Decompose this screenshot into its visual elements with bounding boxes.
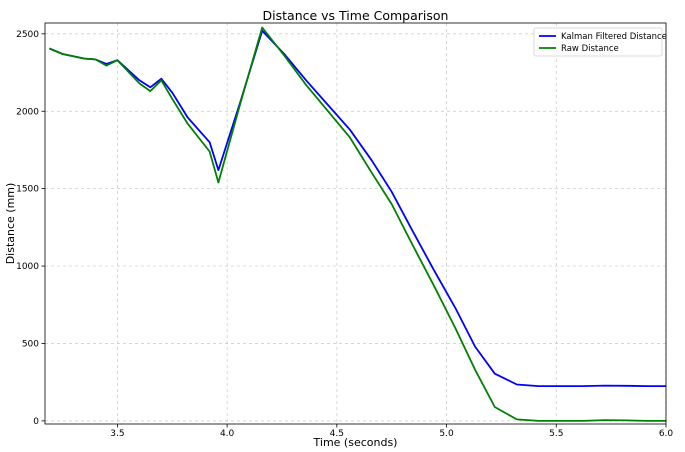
plot-frame xyxy=(44,22,667,425)
y-tick-label: 2000 xyxy=(16,107,39,117)
legend-label: Raw Distance xyxy=(561,44,619,54)
x-tick-label: 4.0 xyxy=(220,429,235,439)
chart-title: Distance vs Time Comparison xyxy=(263,8,449,23)
x-axis-title: Time (seconds) xyxy=(313,436,398,449)
x-axis-ticks: 3.5 4.0 4.5 5.0 5.5 6.0 xyxy=(110,424,673,439)
y-tick-label: 1500 xyxy=(16,185,39,195)
y-axis-ticks: 0 500 1000 1500 2000 2500 xyxy=(16,30,45,427)
series-line-raw xyxy=(49,26,666,422)
y-tick-label: 1000 xyxy=(16,262,39,272)
legend-box xyxy=(533,27,663,57)
x-tick-label: 5.5 xyxy=(549,429,563,439)
legend: Kalman Filtered Distance Raw Distance xyxy=(533,27,667,57)
series-line-kalman xyxy=(49,29,666,388)
x-tick-label: 5.0 xyxy=(439,429,454,439)
x-tick-label: 4.5 xyxy=(330,429,344,439)
x-tick-label: 3.5 xyxy=(110,429,124,439)
y-axis-title: Distance (mm) xyxy=(4,183,17,265)
y-tick-label: 500 xyxy=(22,339,39,349)
series-lines xyxy=(49,26,666,422)
y-tick-label: 0 xyxy=(33,417,39,427)
x-tick-label: 6.0 xyxy=(659,429,674,439)
y-tick-label: 2500 xyxy=(16,30,39,40)
legend-label: Kalman Filtered Distance xyxy=(561,32,667,42)
